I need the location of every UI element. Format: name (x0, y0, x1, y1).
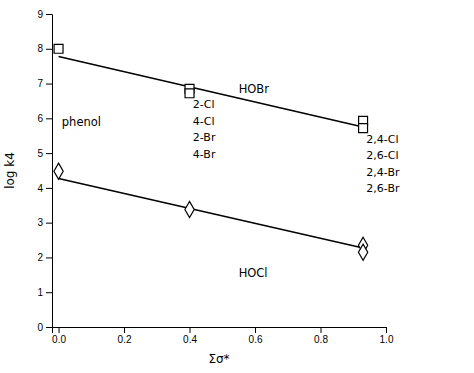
tick-mark (321, 327, 322, 333)
x-axis: 0.0 0.2 0.4 0.6 0.8 1.0 (52, 327, 394, 345)
point (185, 89, 194, 98)
annotation: HOBr (239, 82, 270, 96)
tick-mark (46, 223, 52, 224)
tick-label: 0.8 (314, 334, 328, 345)
tick: 0 (37, 322, 52, 333)
tick-label: 1 (37, 287, 43, 298)
tick-label: 8 (37, 43, 43, 54)
tick-label: 0.0 (52, 334, 66, 345)
tick-label: 4 (37, 183, 43, 194)
tick-mark (46, 153, 52, 154)
annotation: phenol (62, 115, 101, 129)
point (54, 44, 63, 53)
tick: 9 (37, 9, 52, 20)
point (54, 163, 63, 179)
tick: 5 (37, 148, 52, 159)
axis-line (53, 328, 387, 334)
tick-label: 0 (37, 322, 43, 333)
tick: 1.0 (380, 327, 394, 345)
annotation: 2,4-Cl2,6-Cl2,4-Br2,6-Br (366, 133, 400, 196)
tick-label: 0.4 (183, 334, 197, 345)
tick-label: 7 (37, 78, 43, 89)
tick-mark (59, 327, 60, 333)
tick-mark (46, 257, 52, 258)
y-axis-title: log k4 (3, 152, 17, 189)
tick-mark (46, 292, 52, 293)
tick: 7 (37, 78, 52, 89)
tick-mark (46, 188, 52, 189)
tick: 6 (37, 113, 52, 124)
tick-mark (190, 327, 191, 333)
tick: 3 (37, 217, 52, 228)
point (358, 244, 367, 260)
x-axis-title: Σσ* (208, 352, 229, 366)
line (59, 56, 364, 127)
axis-line (46, 15, 53, 328)
tick: 2 (37, 252, 52, 263)
tick: 8 (37, 43, 52, 54)
marks (54, 44, 368, 260)
tick-mark (124, 327, 125, 333)
tick-label: 5 (37, 148, 43, 159)
annotations: phenol HOBr HOCl 2-Cl4-Cl2-Br4-Br 2,4-Cl2,6-… (62, 82, 400, 280)
point (359, 124, 368, 133)
tick-label: 1.0 (380, 334, 394, 345)
tick-label: 2 (37, 252, 43, 263)
tick: 0.2 (118, 327, 132, 345)
tick-mark (386, 327, 387, 333)
y-axis: 0 1 2 3 4 5 6 7 8 9 (37, 9, 52, 333)
tick-mark (46, 84, 52, 85)
tick-label: 9 (37, 9, 43, 20)
tick: 4 (37, 183, 52, 194)
tick: 0.8 (314, 327, 328, 345)
tick-mark (46, 14, 52, 15)
annotation: HOCl (239, 266, 268, 280)
tick: 0.0 (52, 327, 66, 345)
tick-mark (46, 118, 52, 119)
tick-mark (46, 327, 52, 328)
point (185, 201, 194, 217)
plot-area: 0.0 0.2 0.4 0.6 0.8 1.0 0 1 2 3 4 5 6 7 8 9 phenol HOBr HO… (37, 9, 400, 345)
tick-mark (46, 49, 52, 50)
chart: 0.0 0.2 0.4 0.6 0.8 1.0 0 1 2 3 4 5 6 7 8 9 phenol HOBr HO… (0, 0, 474, 373)
tick: 0.4 (183, 327, 197, 345)
annotation: 2-Cl4-Cl2-Br4-Br (193, 98, 216, 160)
tick: 1 (37, 287, 52, 298)
tick-mark (255, 327, 256, 333)
tick-label: 0.6 (249, 334, 263, 345)
tick-label: 0.2 (118, 334, 132, 345)
line (59, 178, 364, 248)
tick-label: 3 (37, 217, 43, 228)
tick-label: 6 (37, 113, 43, 124)
tick: 0.6 (249, 327, 263, 345)
